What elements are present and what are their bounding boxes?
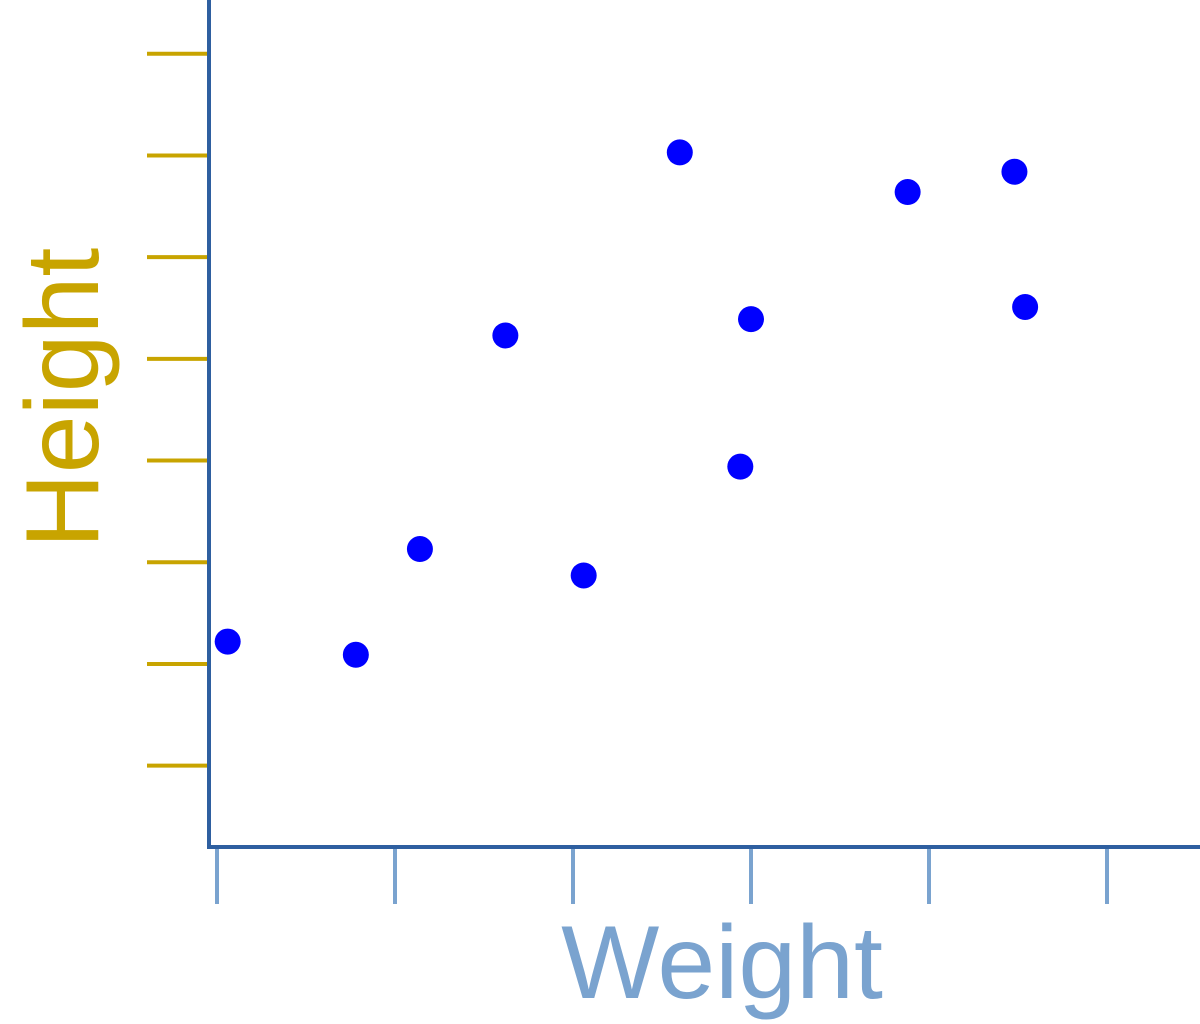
data-point-7 <box>738 306 764 333</box>
data-point-3 <box>492 322 519 349</box>
data-point-2 <box>406 536 433 563</box>
y-axis-label: Height <box>5 248 121 549</box>
data-point-10 <box>1012 293 1039 320</box>
y-axis-ticks <box>147 51 209 768</box>
data-point-8 <box>894 179 921 206</box>
data-point-1 <box>342 641 369 668</box>
x-axis-label: Weight <box>561 905 883 1021</box>
data-point-6 <box>727 453 754 480</box>
data-point-0 <box>214 628 241 655</box>
x-axis-ticks <box>215 847 1109 904</box>
data-points <box>214 139 1039 668</box>
data-point-4 <box>570 562 597 589</box>
data-point-5 <box>666 139 693 166</box>
data-point-9 <box>1001 158 1028 185</box>
